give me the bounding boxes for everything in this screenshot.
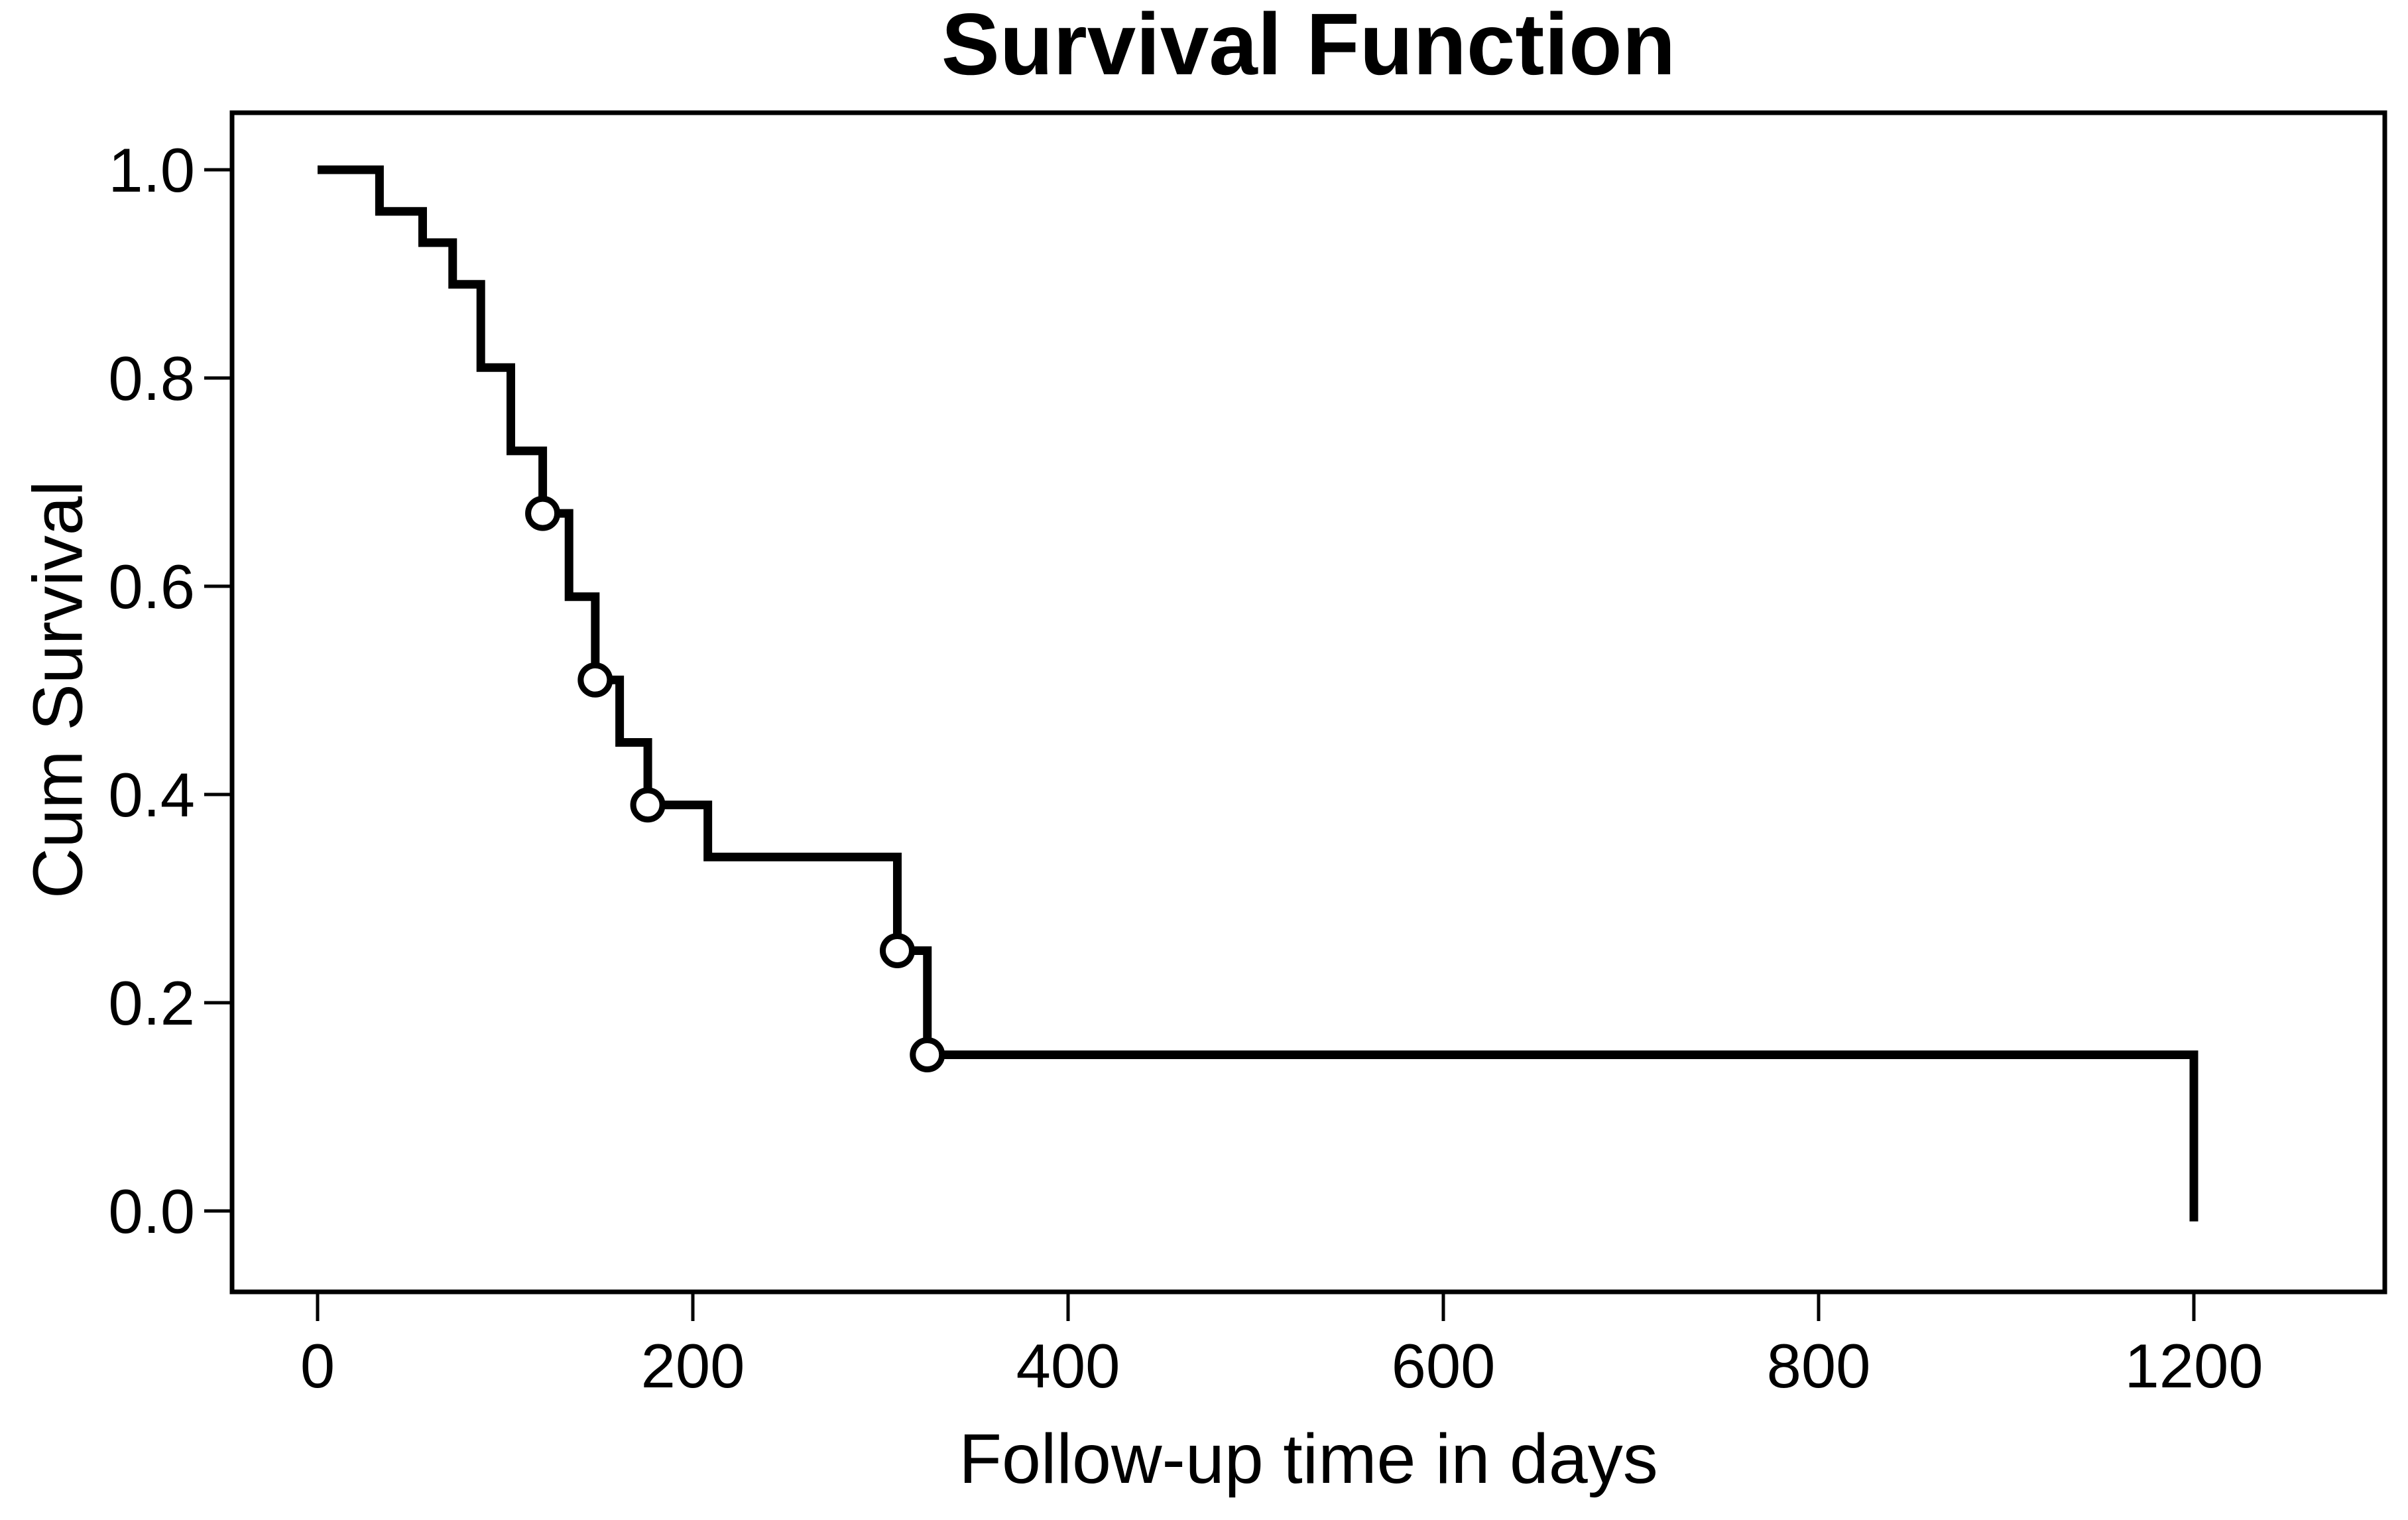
y-tick-label: 1.0 xyxy=(108,135,195,205)
censored-mark xyxy=(879,933,915,968)
y-tick-label: 0.2 xyxy=(108,968,195,1038)
y-tick-label: 0.8 xyxy=(108,344,195,413)
plot-frame xyxy=(229,110,2387,1295)
censored-mark xyxy=(525,495,561,531)
x-tick-label: 1200 xyxy=(2124,1331,2263,1401)
y-axis-title: Cum Survival xyxy=(19,480,97,899)
x-tick-label: 800 xyxy=(1767,1331,1871,1401)
x-tick-label: 400 xyxy=(1016,1331,1120,1401)
x-tick-label: 200 xyxy=(641,1331,745,1401)
censored-mark xyxy=(577,662,613,698)
chart-title: Survival Function xyxy=(941,0,1676,93)
x-tick-label: 600 xyxy=(1392,1331,1496,1401)
x-tick-label: 0 xyxy=(300,1331,335,1401)
y-tick-label: 0.4 xyxy=(108,760,195,830)
censored-mark xyxy=(630,787,666,823)
y-tick-label: 0.0 xyxy=(108,1176,195,1246)
survival-step-line xyxy=(318,165,2198,1222)
y-tick-label: 0.6 xyxy=(108,552,195,621)
censored-mark xyxy=(910,1037,945,1072)
x-axis-title: Follow-up time in days xyxy=(959,1420,1658,1498)
